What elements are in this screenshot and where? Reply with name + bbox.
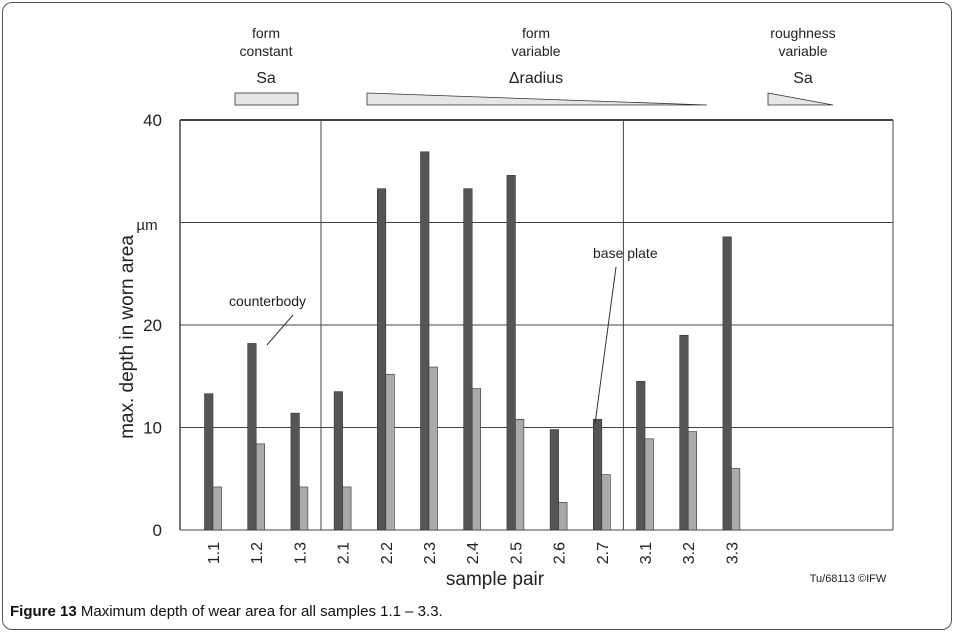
y-axis-label: max. depth in worn area (117, 235, 138, 439)
group-marker-wedge (767, 92, 834, 106)
x-tick-label: 1.1 (206, 542, 223, 564)
bar-base-plate (212, 486, 222, 531)
bar-counterbody (549, 429, 559, 531)
credit-text: Tu/68113 ©IFW (810, 573, 887, 585)
annotations: counterbody base plate (229, 245, 658, 425)
bar-counterbody (679, 334, 689, 531)
grid-lines (179, 119, 894, 531)
group-header-line2: variable (511, 43, 560, 59)
bar-base-plate (299, 486, 309, 531)
x-axis-label: sample pair (446, 569, 545, 590)
caption-label: Figure 13 (10, 603, 77, 620)
bar-counterbody (592, 418, 603, 531)
y-tick-label: 20 (143, 316, 162, 335)
bar-base-plate (471, 388, 482, 531)
x-tick-label: 2.3 (422, 542, 439, 564)
bar-counterbody (376, 188, 387, 531)
caption-text: Maximum depth of wear area for all sampl… (80, 603, 443, 620)
x-tick-label: 3.1 (638, 542, 655, 564)
bar-counterbody (420, 151, 430, 531)
x-tick-label: 1.3 (292, 542, 309, 564)
x-tick-label: 2.4 (465, 542, 482, 564)
x-tick-label: 2.5 (508, 542, 525, 564)
bar-base-plate (428, 366, 438, 531)
y-tick-labels: 0 10 20 40 (143, 111, 162, 540)
x-tick-label: 2.6 (552, 542, 569, 564)
group-headers: form constant Sa form variable Δradius roughne… (234, 25, 836, 106)
x-tick-label: 3.2 (681, 542, 698, 564)
x-tick-labels: 1.1 1.2 1.3 2.1 2.2 2.3 2.4 2.5 2.6 2.7 3.1 3.2 3.3 (206, 542, 741, 564)
annotation-counterbody-leader (266, 314, 294, 346)
group-header-line2: constant (240, 43, 293, 59)
x-tick-label: 2.7 (595, 542, 612, 564)
bar-base-plate (644, 438, 654, 531)
bar-base-plate (687, 431, 698, 531)
group-marker-wedge (366, 92, 708, 106)
bar-base-plate (731, 468, 741, 531)
bar-base-plate (601, 474, 611, 531)
bar-base-plate (558, 502, 568, 531)
group-header-line1: form (252, 25, 280, 41)
bar-base-plate (255, 443, 266, 531)
group-header-line2: variable (778, 43, 827, 59)
bar-base-plate (515, 418, 525, 531)
group-header-param: Sa (256, 70, 276, 87)
bar-counterbody (506, 175, 516, 531)
y-tick-label: 40 (143, 111, 162, 130)
x-tick-label: 2.1 (336, 542, 353, 564)
y-axis-unit: µm (136, 217, 157, 234)
x-tick-label: 1.2 (249, 542, 266, 564)
bar-base-plate (385, 373, 395, 531)
bar-chart: form constant Sa form variable Δradius roughne… (117, 25, 894, 590)
y-tick-label: 10 (143, 419, 162, 438)
bar-counterbody (463, 188, 473, 531)
bar-counterbody (247, 343, 257, 531)
group-header-param: Sa (793, 70, 813, 87)
group-header-param: Δradius (509, 70, 563, 87)
group-header-line1: roughness (770, 25, 835, 41)
annotation-base-plate-leader (594, 266, 617, 425)
bar-counterbody (636, 381, 646, 531)
x-tick-label: 2.2 (379, 542, 396, 564)
annotation-base-plate: base plate (593, 245, 658, 261)
bar-counterbody (204, 393, 214, 531)
bars (204, 151, 741, 531)
bar-counterbody (722, 236, 732, 531)
figure-caption: Figure 13 Maximum depth of wear area for… (10, 603, 443, 620)
y-tick-label: 0 (153, 521, 162, 540)
bar-counterbody (333, 391, 343, 531)
group-header-line1: form (522, 25, 550, 41)
x-tick-label: 3.3 (724, 542, 741, 564)
bar-base-plate (342, 486, 352, 531)
annotation-counterbody: counterbody (229, 293, 306, 309)
group-marker-rect (234, 92, 299, 106)
bar-counterbody (290, 412, 300, 531)
